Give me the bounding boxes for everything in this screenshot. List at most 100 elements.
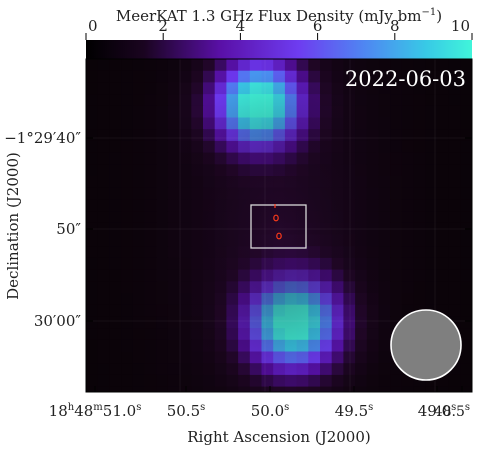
map-pixel [437,293,450,306]
map-pixel [121,246,134,259]
map-pixel [144,59,157,72]
map-pixel [296,386,309,392]
map-pixel [343,363,356,376]
map-pixel [284,59,297,72]
map-pixel [460,374,472,387]
map-pixel [355,351,368,364]
map-pixel [132,70,145,83]
map-pixel [460,187,472,200]
map-pixel [97,117,110,130]
map-pixel [437,59,450,72]
map-pixel [343,59,356,72]
map-pixel [460,363,472,376]
map-pixel [191,59,204,72]
map-pixel [448,257,461,270]
map-pixel [86,257,99,270]
map-pixel [413,129,426,142]
map-pixel [448,222,461,235]
map-pixel [413,293,426,306]
map-pixel [413,269,426,282]
map-pixel [355,94,368,107]
map-pixel [86,374,99,387]
map-pixel [86,117,99,130]
map-pixel [437,94,450,107]
map-pixel [144,222,157,235]
map-pixel [214,59,227,72]
map-pixel [390,374,403,387]
map-pixel [167,59,180,72]
map-pixel [144,199,157,212]
map-pixel [86,246,99,259]
map-pixel [460,328,472,341]
map-pixel [86,363,99,376]
map-pixel [97,176,110,189]
map-pixel [86,140,99,153]
map-pixel [121,152,134,165]
map-pixel [413,281,426,294]
map-pixel [97,59,110,72]
map-pixel [390,140,403,153]
map-pixel [132,152,145,165]
map-pixel [86,187,99,200]
map-pixel [401,129,414,142]
map-pixel [401,234,414,247]
map-pixel [448,293,461,306]
map-pixel [109,234,122,247]
map-pixel [156,59,169,72]
map-pixel [167,105,180,118]
map-pixel [121,293,134,306]
map-pixel [144,257,157,270]
map-pixel [366,94,379,107]
map-pixel [86,164,99,177]
map-pixel [144,211,157,224]
colorbar-tick-label: 6 [313,17,323,35]
map-pixel [179,94,192,107]
map-pixel [156,281,169,294]
map-pixel [401,176,414,189]
map-pixel [425,94,438,107]
map-pixel [378,351,391,364]
map-pixel [401,281,414,294]
map-pixel [448,117,461,130]
map-pixel [226,70,239,83]
map-pixel [425,269,438,282]
map-pixel [144,129,157,142]
map-pixel [437,187,450,200]
map-pixel [109,187,122,200]
map-pixel [413,70,426,83]
map-pixel [97,199,110,212]
map-pixel [121,316,134,329]
map-pixel [97,339,110,352]
map-pixel [109,316,122,329]
map-pixel [366,59,379,72]
map-pixel [413,176,426,189]
map-pixel [343,70,356,83]
map-pixel [378,386,391,392]
map-pixel [401,140,414,153]
map-pixel [425,281,438,294]
map-pixel [413,187,426,200]
map-pixel [132,187,145,200]
x-tick-labels: 18h48m51.0s 50.5s 50.0s 49.5s 49.0s 48.5… [49,402,470,420]
map-pixel [167,316,180,329]
map-pixel [156,152,169,165]
map-pixel [425,129,438,142]
image-panel: 2022-06-03 [85,58,473,393]
map-pixel [460,234,472,247]
map-pixel [121,117,134,130]
x-axis-label: Right Ascension (J2000) [187,428,370,446]
map-pixel [401,187,414,200]
map-pixel [413,257,426,270]
map-pixel [425,257,438,270]
map-pixel [132,269,145,282]
map-pixel [97,140,110,153]
map-pixel [320,70,333,83]
map-pixel [109,304,122,317]
map-pixel [121,281,134,294]
map-pixel [121,351,134,364]
map-pixel [144,176,157,189]
map-pixel [355,374,368,387]
image-frame [85,58,473,393]
colorbar-tick-label: 0 [88,17,98,35]
